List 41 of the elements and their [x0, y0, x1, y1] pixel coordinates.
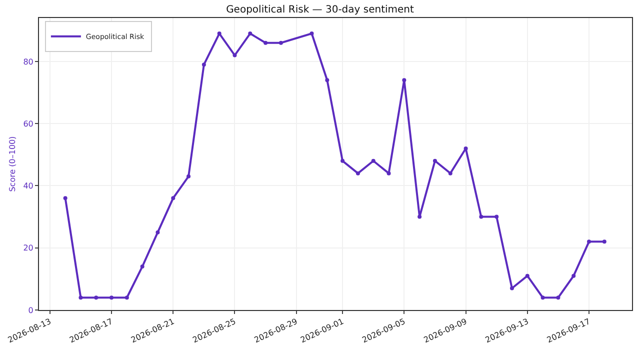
y-tick-label: 60 [23, 119, 34, 128]
point [510, 286, 514, 290]
point [140, 264, 144, 269]
point [602, 240, 606, 244]
point [587, 240, 591, 244]
point [340, 158, 345, 163]
point [171, 196, 176, 200]
point [202, 62, 206, 67]
point [78, 296, 83, 300]
point [156, 230, 160, 234]
point [448, 171, 452, 176]
point [278, 40, 283, 45]
y-tick-label: 40 [23, 182, 34, 191]
point [386, 171, 391, 176]
point [325, 78, 330, 82]
point [464, 146, 468, 150]
point [94, 296, 98, 300]
point [371, 158, 376, 163]
y-tick-label: 80 [23, 57, 34, 66]
y-tick-label: 20 [23, 244, 34, 253]
point [186, 174, 191, 178]
point [418, 214, 422, 219]
point [356, 171, 360, 176]
y-axis-title: Score (0–100) [8, 136, 17, 192]
point [264, 40, 268, 45]
point [402, 78, 406, 82]
point [556, 296, 560, 300]
chart-title: Geopolitical Risk — 30-day sentiment [226, 4, 414, 16]
point [540, 296, 545, 300]
y-tick-label: 0 [28, 306, 34, 315]
point [572, 274, 576, 278]
point [479, 214, 484, 219]
point [310, 32, 314, 36]
point [525, 274, 530, 278]
point [494, 214, 499, 219]
point [232, 53, 237, 58]
point [248, 32, 252, 36]
point [432, 158, 437, 163]
point [124, 296, 129, 300]
point [110, 296, 114, 300]
point [63, 196, 68, 200]
